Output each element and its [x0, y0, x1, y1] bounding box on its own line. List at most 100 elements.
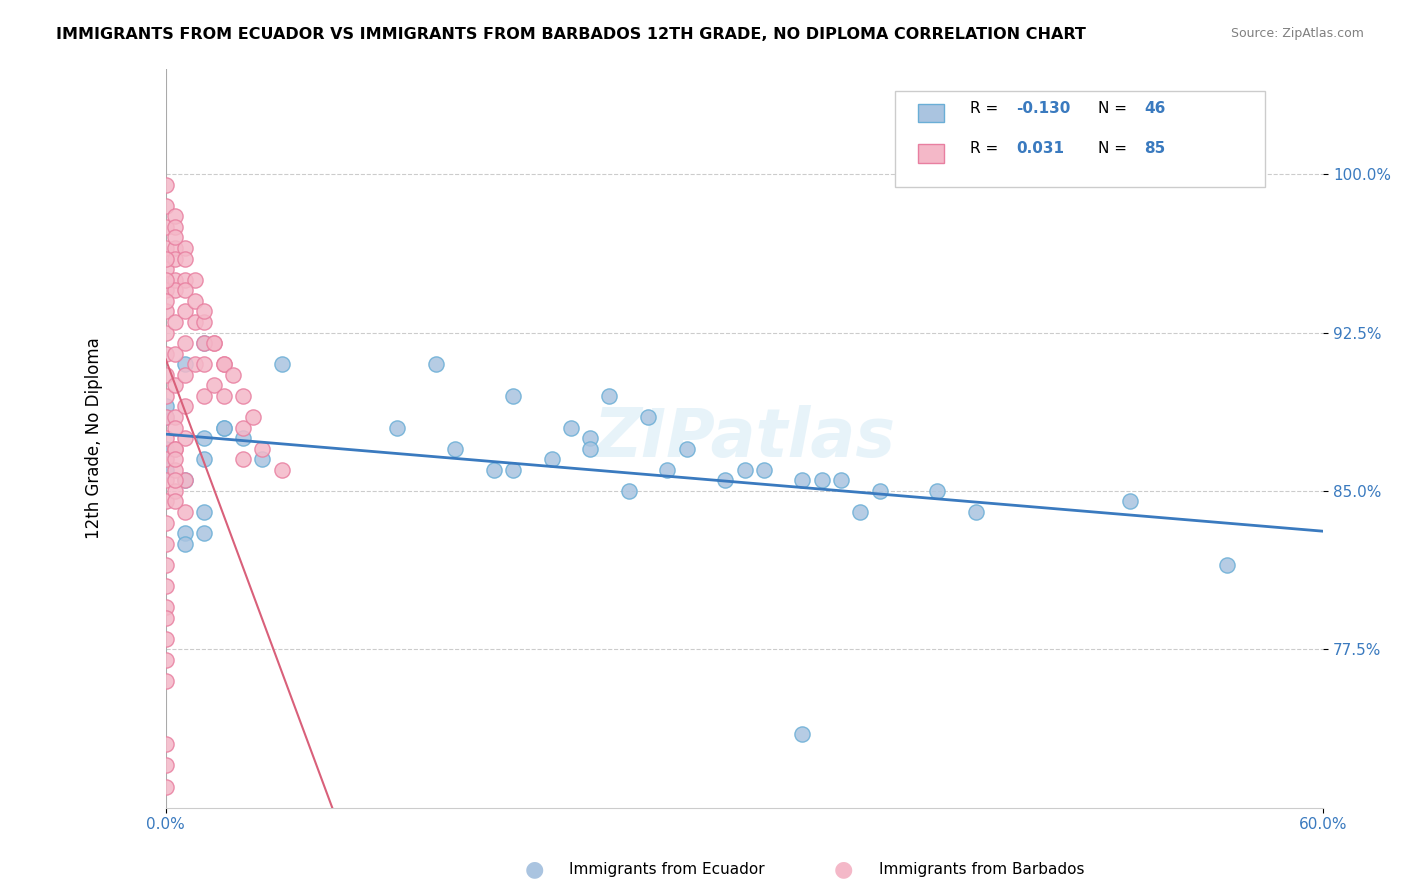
Point — [155, 610, 177, 624]
Text: R =: R = — [970, 101, 1004, 116]
Point — [155, 293, 177, 308]
Point — [155, 463, 177, 477]
Point — [155, 758, 177, 772]
Point — [165, 483, 187, 498]
Point — [155, 178, 177, 192]
Point — [444, 442, 467, 456]
Point — [165, 210, 187, 224]
Point — [252, 452, 274, 467]
Point — [174, 304, 197, 318]
Point — [165, 241, 187, 255]
Point — [155, 400, 177, 414]
Point — [193, 526, 215, 541]
Point — [792, 473, 814, 487]
Text: Source: ZipAtlas.com: Source: ZipAtlas.com — [1230, 27, 1364, 40]
Point — [155, 409, 177, 424]
Point — [174, 336, 197, 351]
Point — [155, 219, 177, 234]
Point — [155, 673, 177, 688]
Point — [502, 463, 524, 477]
Point — [155, 737, 177, 751]
Point — [560, 420, 582, 434]
Point — [252, 442, 274, 456]
Point — [965, 505, 987, 519]
Point — [657, 463, 679, 477]
Point — [502, 389, 524, 403]
Point — [193, 315, 215, 329]
Point — [155, 558, 177, 572]
Point — [165, 230, 187, 244]
Point — [174, 431, 197, 445]
Text: Immigrants from Barbados: Immigrants from Barbados — [879, 863, 1084, 877]
Point — [579, 442, 602, 456]
Text: R =: R = — [970, 142, 1004, 156]
Point — [165, 420, 187, 434]
Point — [212, 389, 235, 403]
Point — [174, 505, 197, 519]
Point — [165, 315, 187, 329]
Point — [165, 442, 187, 456]
Text: N =: N = — [1098, 142, 1132, 156]
Text: 0.031: 0.031 — [1017, 142, 1064, 156]
Point — [193, 452, 215, 467]
Point — [174, 283, 197, 297]
Point — [155, 494, 177, 508]
Point — [482, 463, 505, 477]
Point — [242, 409, 264, 424]
Point — [792, 727, 814, 741]
Point — [155, 516, 177, 530]
Point — [1119, 494, 1142, 508]
Point — [193, 389, 215, 403]
Text: ZIPatlas: ZIPatlas — [593, 405, 896, 471]
Point — [222, 368, 245, 382]
Point — [165, 252, 187, 266]
Point — [155, 241, 177, 255]
Point — [155, 632, 177, 646]
Y-axis label: 12th Grade, No Diploma: 12th Grade, No Diploma — [86, 337, 103, 539]
Point — [232, 389, 254, 403]
Point — [155, 389, 177, 403]
Point — [155, 452, 177, 467]
Point — [155, 653, 177, 667]
Point — [193, 505, 215, 519]
Point — [193, 336, 215, 351]
Point — [425, 357, 447, 371]
Point — [165, 452, 187, 467]
Point — [617, 483, 640, 498]
Point — [752, 463, 775, 477]
Point — [155, 431, 177, 445]
Point — [579, 431, 602, 445]
FancyBboxPatch shape — [918, 103, 945, 122]
Point — [165, 346, 187, 360]
Point — [155, 600, 177, 615]
Point — [193, 357, 215, 371]
Point — [675, 442, 697, 456]
Point — [202, 378, 225, 392]
Point — [155, 346, 177, 360]
Point — [155, 304, 177, 318]
Point — [174, 400, 197, 414]
Point — [155, 252, 177, 266]
Point — [165, 378, 187, 392]
Point — [193, 431, 215, 445]
Point — [212, 420, 235, 434]
Point — [212, 357, 235, 371]
Point — [165, 283, 187, 297]
Point — [212, 357, 235, 371]
Text: IMMIGRANTS FROM ECUADOR VS IMMIGRANTS FROM BARBADOS 12TH GRADE, NO DIPLOMA CORRE: IMMIGRANTS FROM ECUADOR VS IMMIGRANTS FR… — [56, 27, 1085, 42]
Point — [540, 452, 562, 467]
Point — [714, 473, 737, 487]
Point — [232, 431, 254, 445]
Point — [270, 357, 292, 371]
Point — [165, 442, 187, 456]
FancyBboxPatch shape — [918, 145, 945, 162]
Point — [174, 273, 197, 287]
Point — [155, 273, 177, 287]
Point — [155, 442, 177, 456]
Text: -0.130: -0.130 — [1017, 101, 1071, 116]
Point — [193, 304, 215, 318]
Point — [165, 463, 187, 477]
Point — [155, 199, 177, 213]
FancyBboxPatch shape — [896, 91, 1265, 186]
Text: 46: 46 — [1144, 101, 1166, 116]
